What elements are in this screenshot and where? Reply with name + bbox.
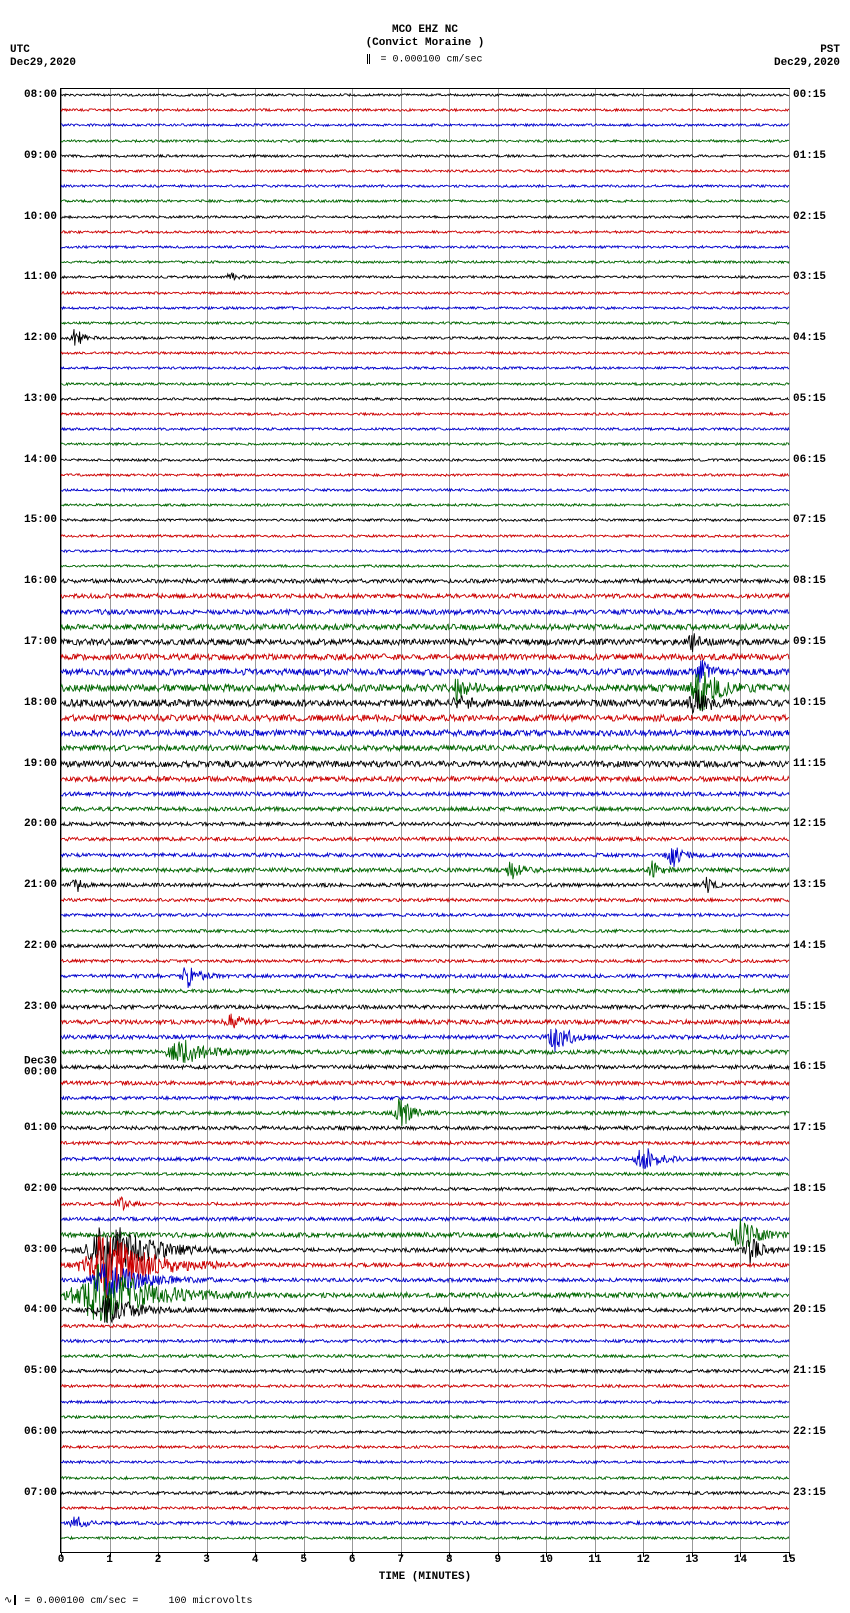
utc-hour-label: 04:00: [24, 1304, 61, 1316]
pst-hour-label: 06:15: [789, 454, 826, 466]
utc-hour-label: 15:00: [24, 514, 61, 526]
utc-hour-label: 17:00: [24, 636, 61, 648]
pst-hour-label: 07:15: [789, 514, 826, 526]
utc-hour-label: 08:00: [24, 89, 61, 101]
utc-hour-label: 13:00: [24, 393, 61, 405]
utc-hour-label: 23:00: [24, 1001, 61, 1013]
footer-scale: ∿ = 0.000100 cm/sec = 100 microvolts: [4, 1595, 252, 1607]
station-title: MCO EHZ NC: [0, 24, 850, 37]
utc-hour-label: 12:00: [24, 332, 61, 344]
utc-hour-label: 21:00: [24, 879, 61, 891]
utc-hour-label: 19:00: [24, 758, 61, 770]
pst-hour-label: 19:15: [789, 1244, 826, 1256]
utc-hour-label: 06:00: [24, 1426, 61, 1438]
utc-hour-label: 18:00: [24, 697, 61, 709]
utc-hour-label: 09:00: [24, 150, 61, 162]
pst-hour-label: 10:15: [789, 697, 826, 709]
pst-hour-label: 16:15: [789, 1061, 826, 1073]
pst-hour-label: 13:15: [789, 879, 826, 891]
utc-hour-label: 01:00: [24, 1122, 61, 1134]
pst-hour-label: 01:15: [789, 150, 826, 162]
utc-hour-label: 03:00: [24, 1244, 61, 1256]
utc-hour-label: 07:00: [24, 1487, 61, 1499]
plot-canvas: 012345678910111213141508:0009:0010:0011:…: [60, 88, 790, 1553]
pst-hour-label: 02:15: [789, 211, 826, 223]
pst-hour-label: 20:15: [789, 1304, 826, 1316]
utc-hour-label: 10:00: [24, 211, 61, 223]
x-axis-title: TIME (MINUTES): [379, 1553, 471, 1583]
pst-hour-label: 18:15: [789, 1183, 826, 1195]
station-subtitle: (Convict Moraine ): [0, 37, 850, 50]
plot-area: 012345678910111213141508:0009:0010:0011:…: [60, 88, 790, 1553]
pst-hour-label: 03:15: [789, 271, 826, 283]
utc-hour-label: 16:00: [24, 575, 61, 587]
seismogram-page: MCO EHZ NC (Convict Moraine ) = 0.000100…: [0, 0, 850, 1613]
utc-hour-label: 02:00: [24, 1183, 61, 1195]
footer-scale-right: 100 microvolts: [168, 1596, 252, 1607]
utc-hour-label: Dec3000:00: [24, 1056, 61, 1079]
utc-hour-label: 14:00: [24, 454, 61, 466]
pst-hour-label: 05:15: [789, 393, 826, 405]
utc-hour-label: 11:00: [24, 271, 61, 283]
utc-hour-label: 22:00: [24, 940, 61, 952]
pst-hour-label: 04:15: [789, 332, 826, 344]
footer-scale-left: = 0.000100 cm/sec =: [24, 1596, 138, 1607]
pst-hour-label: 12:15: [789, 818, 826, 830]
pst-hour-label: 17:15: [789, 1122, 826, 1134]
pst-hour-label: 11:15: [789, 758, 826, 770]
pst-hour-label: 08:15: [789, 575, 826, 587]
pst-hour-label: 00:15: [789, 89, 826, 101]
pst-hour-label: 14:15: [789, 940, 826, 952]
header: MCO EHZ NC (Convict Moraine ): [0, 0, 850, 50]
pst-hour-label: 15:15: [789, 1001, 826, 1013]
pst-hour-label: 09:15: [789, 636, 826, 648]
utc-hour-label: 05:00: [24, 1365, 61, 1377]
pst-hour-label: 23:15: [789, 1487, 826, 1499]
utc-hour-label: 20:00: [24, 818, 61, 830]
pst-hour-label: 21:15: [789, 1365, 826, 1377]
pst-hour-label: 22:15: [789, 1426, 826, 1438]
